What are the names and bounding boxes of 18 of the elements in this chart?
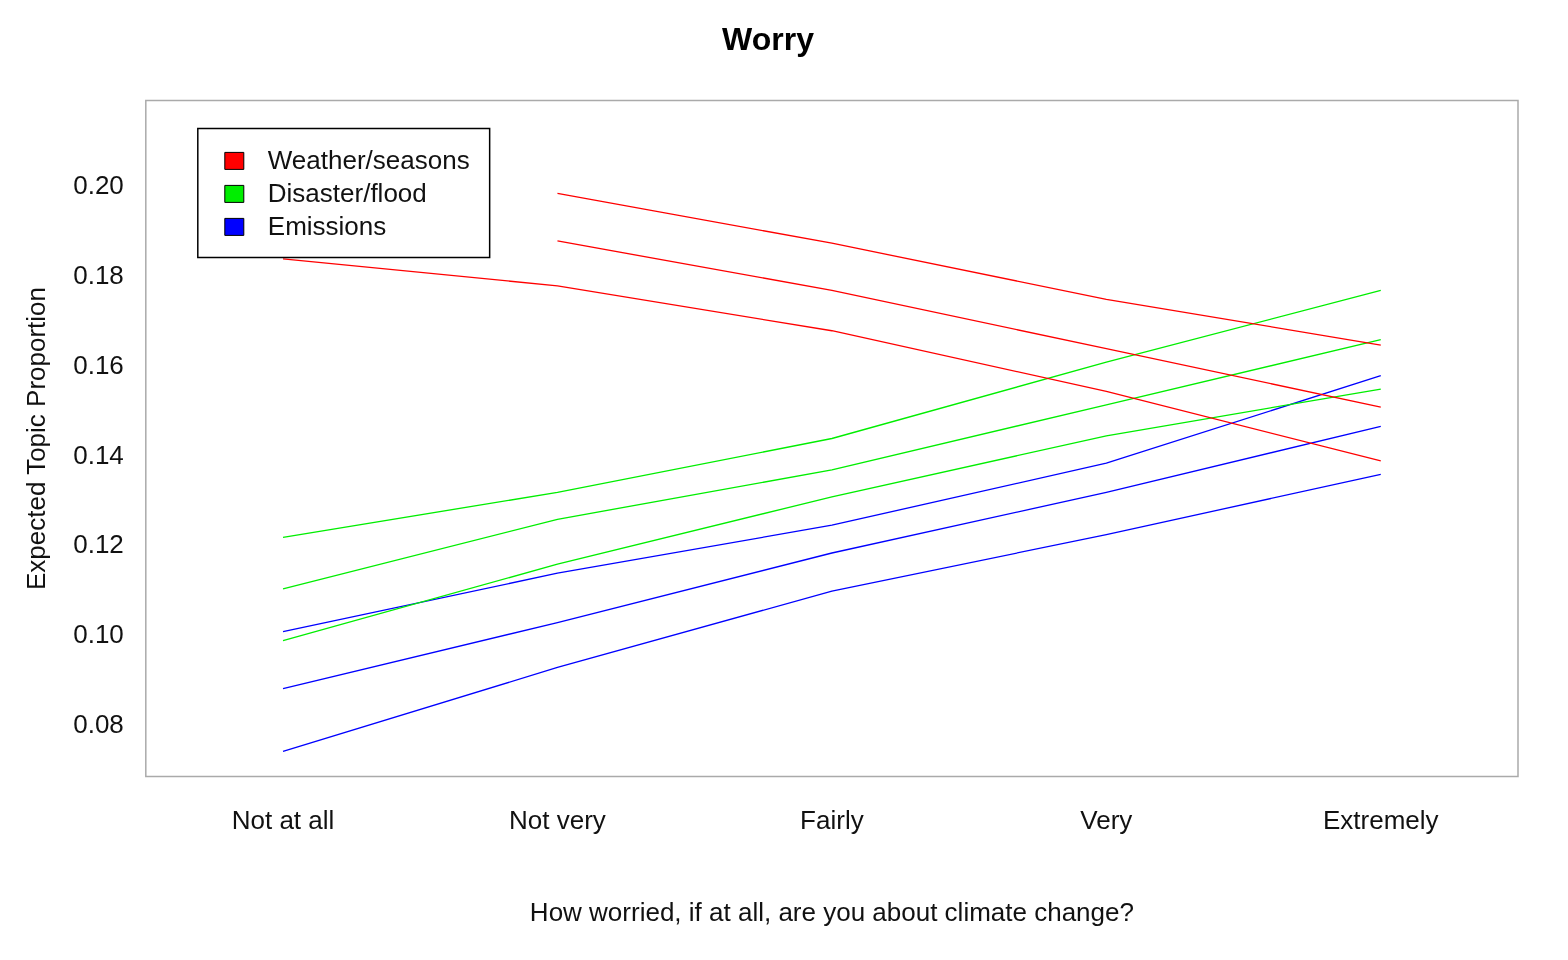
y-tick-label: 0.14 [73, 439, 124, 470]
x-tick-label: Extremely [1322, 805, 1439, 836]
y-tick-label: 0.08 [73, 709, 124, 740]
legend-label: Weather/seasons [267, 144, 470, 175]
chart-title: Worry [722, 21, 815, 58]
y-tick-label: 0.10 [73, 619, 124, 650]
y-axis-title: Expected Topic Proportion [20, 286, 51, 591]
y-tick-label: 0.12 [73, 529, 124, 560]
x-tick-label: Not at all [231, 805, 335, 836]
y-tick-label: 0.20 [73, 170, 124, 201]
legend-label: Disaster/flood [267, 177, 427, 208]
x-tick-label: Fairly [800, 805, 864, 836]
x-axis-title: How worried, if at all, are you about climate change? [529, 896, 1134, 927]
y-tick-label: 0.16 [73, 349, 124, 380]
x-tick-label: Not very [509, 805, 606, 836]
legend-label: Emissions [267, 210, 387, 241]
y-tick-label: 0.18 [73, 260, 124, 291]
x-tick-label: Very [1080, 805, 1133, 836]
